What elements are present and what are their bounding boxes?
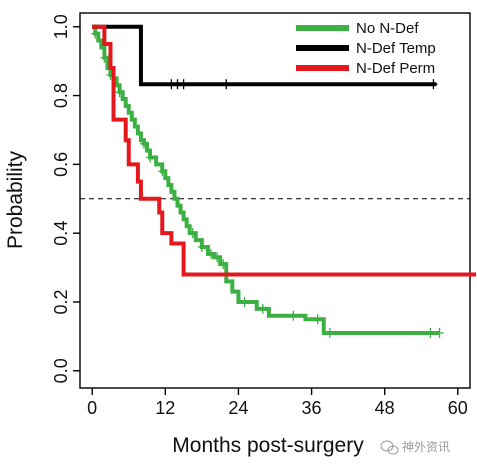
plot-frame	[79, 12, 471, 389]
censor-mark	[219, 259, 228, 270]
y-tick-label: 0.2	[51, 289, 71, 314]
y-tick-label: 0.4	[51, 221, 71, 246]
censor-mark	[197, 241, 206, 252]
series-line-n-def-perm	[92, 24, 477, 277]
series-line-n-def-temp	[92, 24, 437, 87]
x-axis-label: Months post-surgery	[172, 434, 364, 457]
censor-mark	[258, 303, 267, 314]
legend: No N-Def N-Def Temp N-Def Perm	[296, 20, 436, 77]
legend-item-n-def-perm: N-Def Perm	[296, 60, 435, 77]
x-tick-label: 12	[155, 398, 175, 418]
legend-item-no-n-def: No N-Def	[296, 20, 419, 37]
censor-mark	[426, 327, 435, 338]
censor-mark	[313, 314, 322, 325]
censor-mark	[115, 87, 124, 98]
x-tick-label: 48	[375, 398, 395, 418]
y-tick-label: 1.0	[51, 14, 71, 39]
censor-mark	[100, 52, 109, 63]
censor-mark	[213, 252, 222, 263]
legend-label: No N-Def	[356, 20, 419, 37]
censor-mark	[222, 79, 231, 90]
censor-mark	[91, 28, 100, 39]
wechat-icon	[380, 440, 399, 455]
series-n-def-perm	[92, 24, 477, 277]
x-tick-label: 24	[228, 398, 248, 418]
censor-mark	[435, 327, 444, 338]
axes: 0 12 24 36 48 60 0.0 0.2 0.4 0.6 0.8 1.0	[51, 14, 468, 418]
legend-label: N-Def Temp	[356, 40, 436, 57]
censor-mark	[146, 152, 155, 163]
x-tick-label: 0	[87, 398, 97, 418]
y-tick-label: 0.0	[51, 358, 71, 383]
legend-label: N-Def Perm	[356, 60, 435, 77]
censor-mark	[325, 327, 334, 338]
series-n-def-temp	[92, 24, 438, 90]
watermark-text: 神外资讯	[402, 440, 450, 454]
censor-mark	[158, 166, 167, 177]
x-tick-label: 36	[302, 398, 322, 418]
y-axis-label: Probability	[4, 150, 27, 249]
y-tick-label: 0.8	[51, 83, 71, 108]
y-tick-label: 0.6	[51, 152, 71, 177]
plot-area	[79, 12, 471, 389]
censor-mark	[179, 79, 188, 90]
censor-mark	[240, 296, 249, 307]
series-layer	[91, 24, 477, 338]
censor-mark	[139, 138, 148, 149]
watermark: 神外资讯	[380, 440, 450, 455]
censor-mark	[429, 79, 438, 90]
x-tick-label: 60	[448, 398, 468, 418]
censor-mark	[207, 248, 216, 259]
censor-mark	[289, 310, 298, 321]
censor-mark	[188, 228, 197, 239]
legend-item-n-def-temp: N-Def Temp	[296, 40, 436, 57]
